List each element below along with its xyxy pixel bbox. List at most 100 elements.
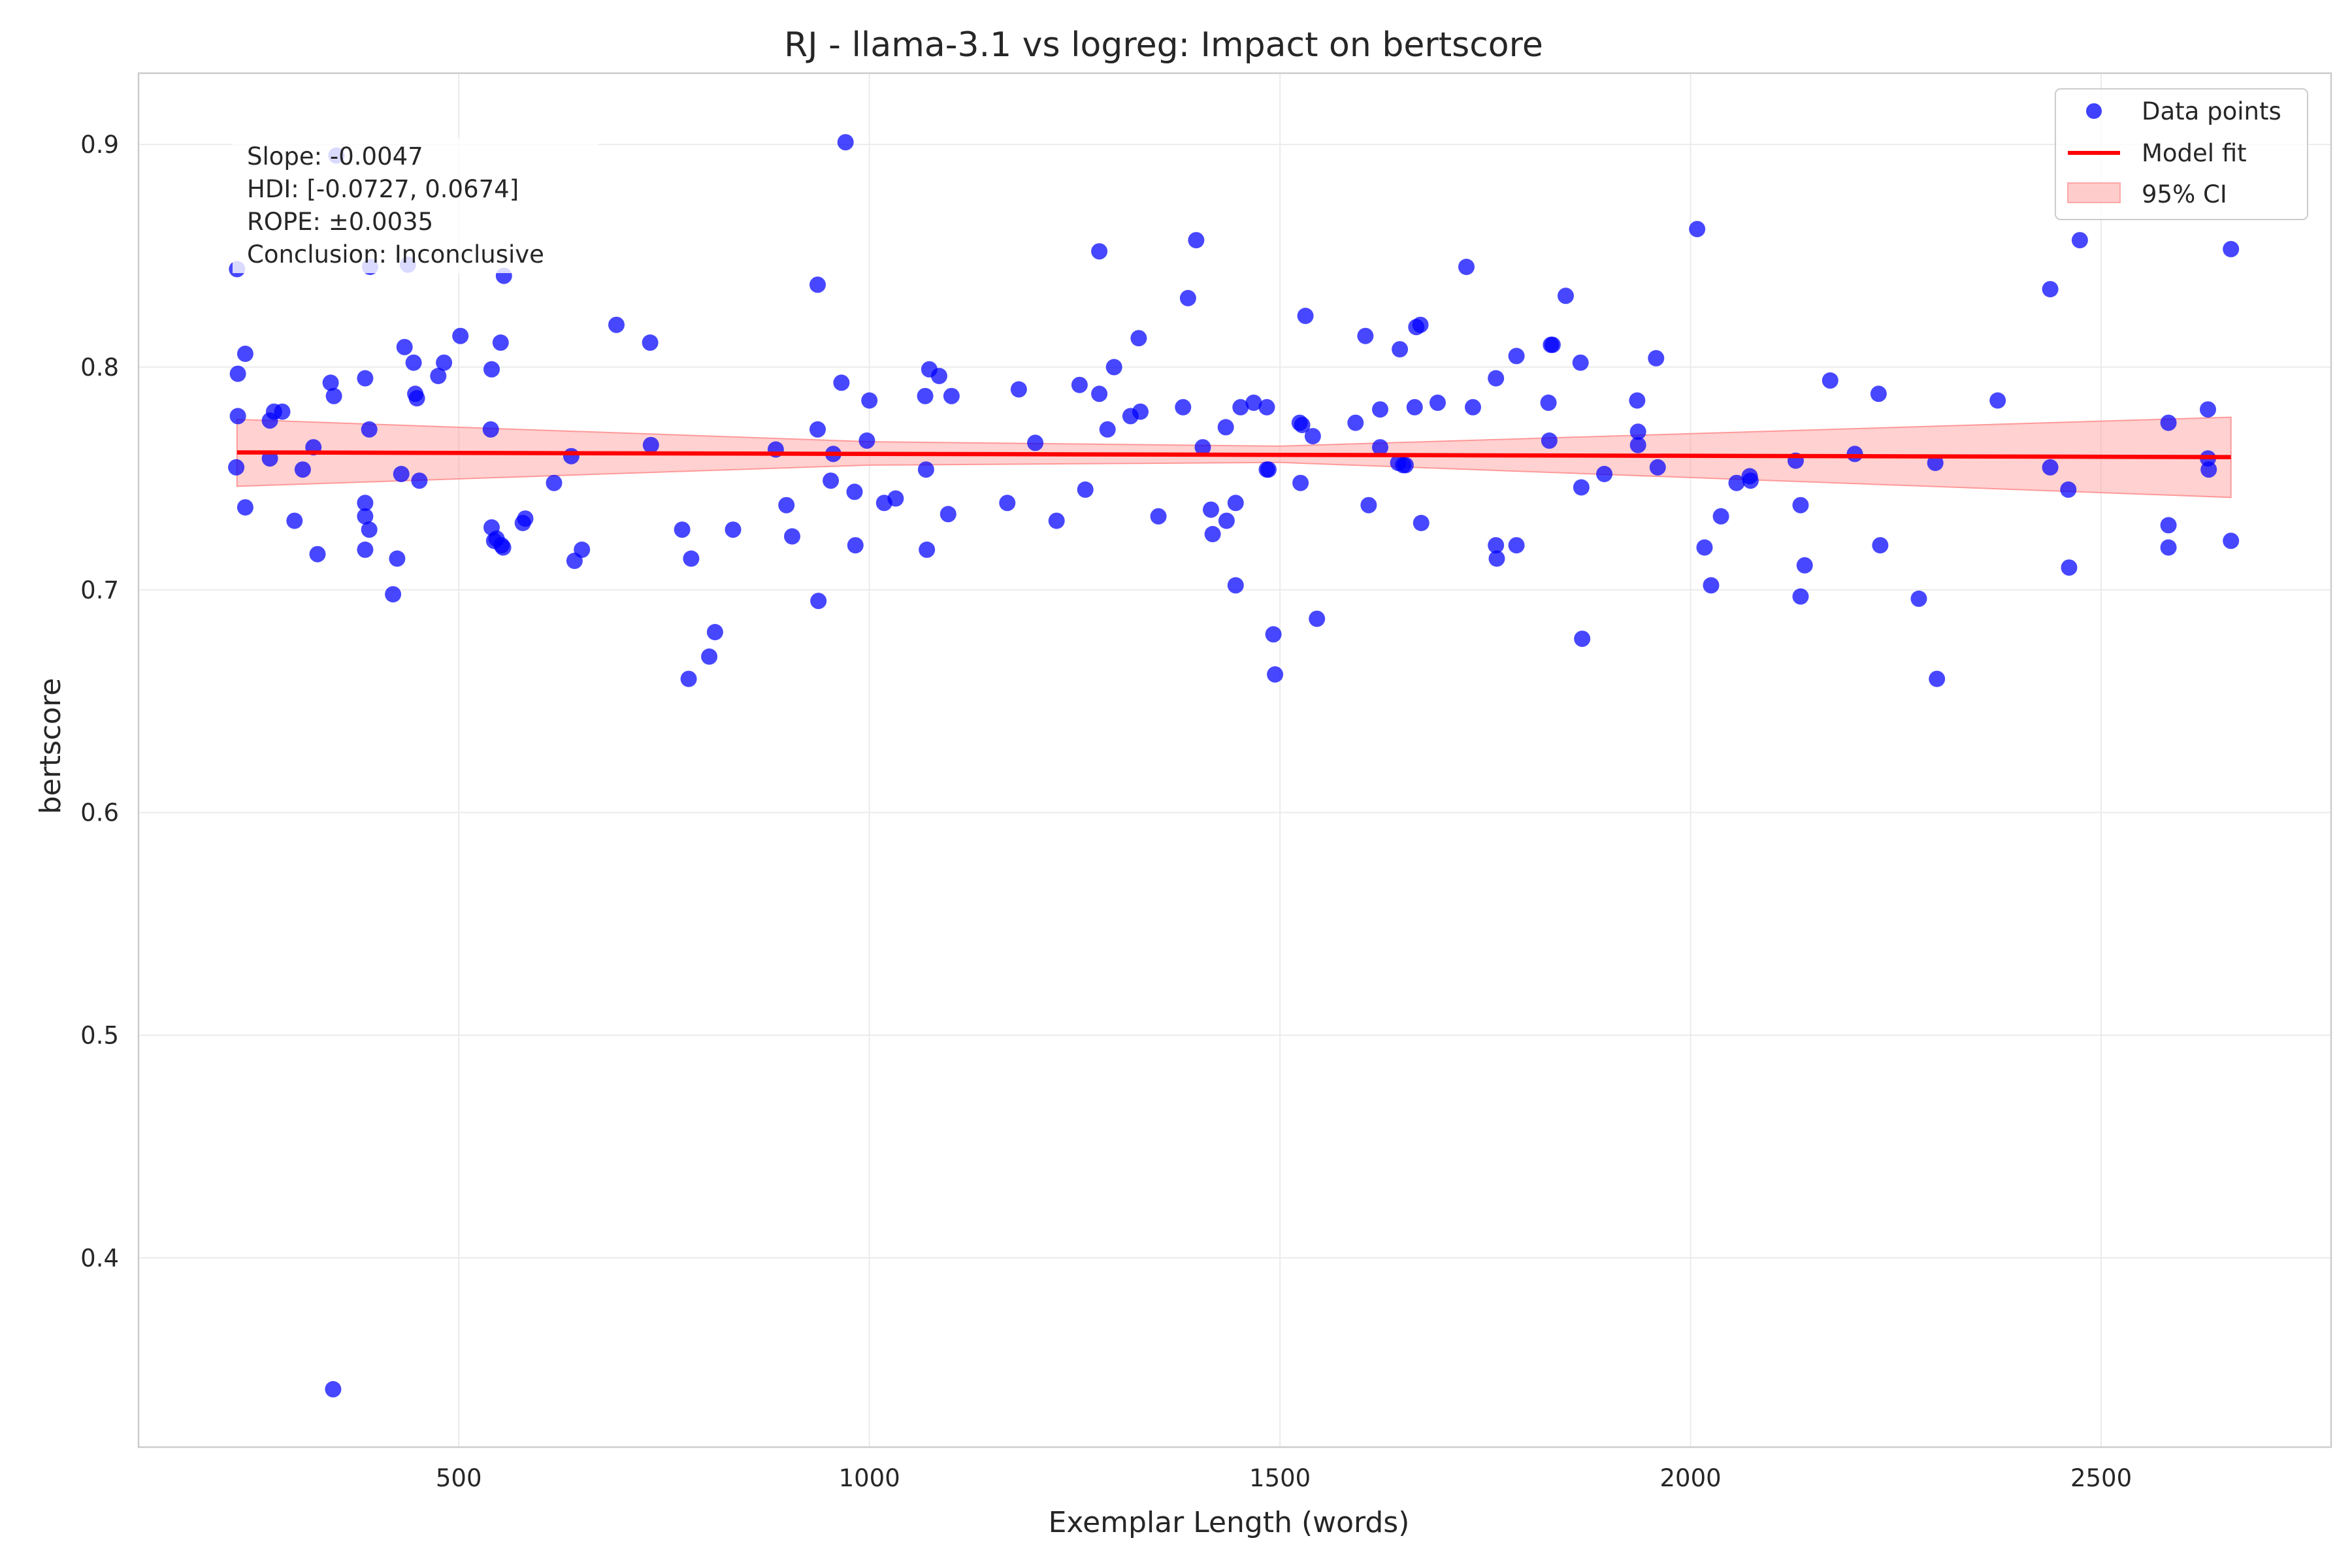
- data-point: [411, 472, 428, 489]
- data-point: [294, 461, 311, 478]
- data-point: [1010, 381, 1027, 398]
- data-point: [1910, 590, 1927, 607]
- data-point: [1297, 308, 1314, 324]
- data-point: [1572, 354, 1589, 371]
- data-point: [436, 354, 453, 371]
- data-point: [1406, 399, 1423, 416]
- data-point: [1347, 414, 1364, 431]
- data-point: [1465, 399, 1481, 416]
- data-point: [1488, 370, 1505, 387]
- data-point: [1077, 481, 1094, 498]
- data-point: [1372, 439, 1388, 456]
- data-point: [887, 490, 904, 507]
- data-point: [778, 497, 795, 514]
- data-point: [1260, 461, 1277, 478]
- data-point: [1689, 221, 1706, 238]
- y-axis-ticks: 0.4 0.5 0.6 0.7 0.8 0.9: [80, 131, 119, 1272]
- y-tick-label: 0.6: [80, 799, 119, 827]
- data-point: [1091, 243, 1108, 260]
- data-point: [1488, 550, 1505, 567]
- data-point: [1309, 610, 1326, 627]
- data-point: [228, 459, 245, 476]
- y-tick-label: 0.4: [80, 1244, 119, 1272]
- data-point: [1927, 455, 1944, 471]
- data-point: [408, 390, 425, 407]
- data-point: [1027, 434, 1044, 451]
- data-point: [1629, 392, 1646, 409]
- data-point: [809, 421, 826, 438]
- data-point: [546, 474, 563, 491]
- data-point: [1217, 419, 1234, 436]
- data-point: [1573, 479, 1590, 496]
- chart-title: RJ - llama-3.1 vs logreg: Impact on bert…: [784, 25, 1543, 65]
- x-tick-label: 2000: [1660, 1464, 1722, 1492]
- data-point: [1544, 336, 1561, 353]
- data-point: [943, 387, 960, 404]
- data-point: [1649, 459, 1666, 476]
- data-point: [1294, 417, 1311, 433]
- data-point: [701, 648, 718, 665]
- data-point: [1232, 399, 1249, 416]
- data-point: [1227, 495, 1244, 512]
- x-tick-label: 1500: [1249, 1464, 1311, 1492]
- data-point: [1179, 289, 1196, 306]
- data-point: [357, 541, 374, 558]
- data-point: [1696, 539, 1713, 556]
- data-point: [1870, 385, 1887, 402]
- data-point: [574, 541, 591, 558]
- legend-marker-points: [2086, 103, 2102, 119]
- data-point: [1728, 474, 1745, 491]
- data-point: [1105, 359, 1122, 376]
- data-point: [1629, 436, 1646, 453]
- data-point: [1488, 537, 1505, 554]
- data-point: [847, 537, 864, 554]
- data-point: [309, 546, 326, 563]
- data-point: [1872, 537, 1889, 554]
- data-point: [1792, 497, 1809, 514]
- plot-frame: [137, 72, 2332, 1448]
- data-point: [492, 334, 509, 351]
- data-point: [1360, 497, 1377, 514]
- data-point: [1048, 512, 1065, 529]
- data-point: [680, 670, 697, 687]
- data-point: [1258, 399, 1275, 416]
- data-point: [2071, 232, 2088, 249]
- data-point: [1540, 394, 1557, 411]
- data-point: [1245, 394, 1262, 411]
- legend: Data points Model fit 95% CI: [2055, 88, 2308, 220]
- annotation-rope: ROPE: ±0.0035: [247, 208, 433, 236]
- legend-label-ci: 95% CI: [2142, 180, 2227, 208]
- data-point: [286, 512, 303, 529]
- x-tick-label: 2500: [2070, 1464, 2132, 1492]
- data-point: [1429, 394, 1446, 411]
- data-point: [2200, 401, 2216, 418]
- data-point: [846, 483, 863, 500]
- data-point: [1558, 287, 1574, 304]
- data-point: [810, 593, 827, 610]
- y-tick-label: 0.8: [80, 353, 119, 382]
- data-point: [1929, 670, 1946, 687]
- data-point: [274, 403, 291, 420]
- data-point: [917, 461, 934, 478]
- data-point: [1357, 327, 1374, 344]
- data-point: [2042, 281, 2059, 298]
- data-point: [1265, 626, 1282, 643]
- data-point: [2061, 559, 2078, 576]
- data-point: [325, 1380, 342, 1397]
- annotation-slope: Slope: -0.0047: [247, 142, 423, 171]
- data-point: [919, 541, 936, 558]
- data-point: [1188, 232, 1205, 249]
- data-point: [809, 276, 826, 293]
- data-point: [396, 338, 413, 355]
- data-point: [823, 472, 840, 489]
- legend-label-points: Data points: [2142, 97, 2281, 125]
- data-point: [2200, 461, 2217, 478]
- data-point: [858, 432, 875, 449]
- data-point: [725, 521, 742, 538]
- data-point: [1792, 588, 1809, 605]
- legend-marker-ci: [2067, 182, 2121, 203]
- data-point: [1218, 512, 1235, 529]
- data-point: [917, 387, 934, 404]
- fit-line-group: [237, 450, 2231, 459]
- data-point: [1227, 577, 1244, 594]
